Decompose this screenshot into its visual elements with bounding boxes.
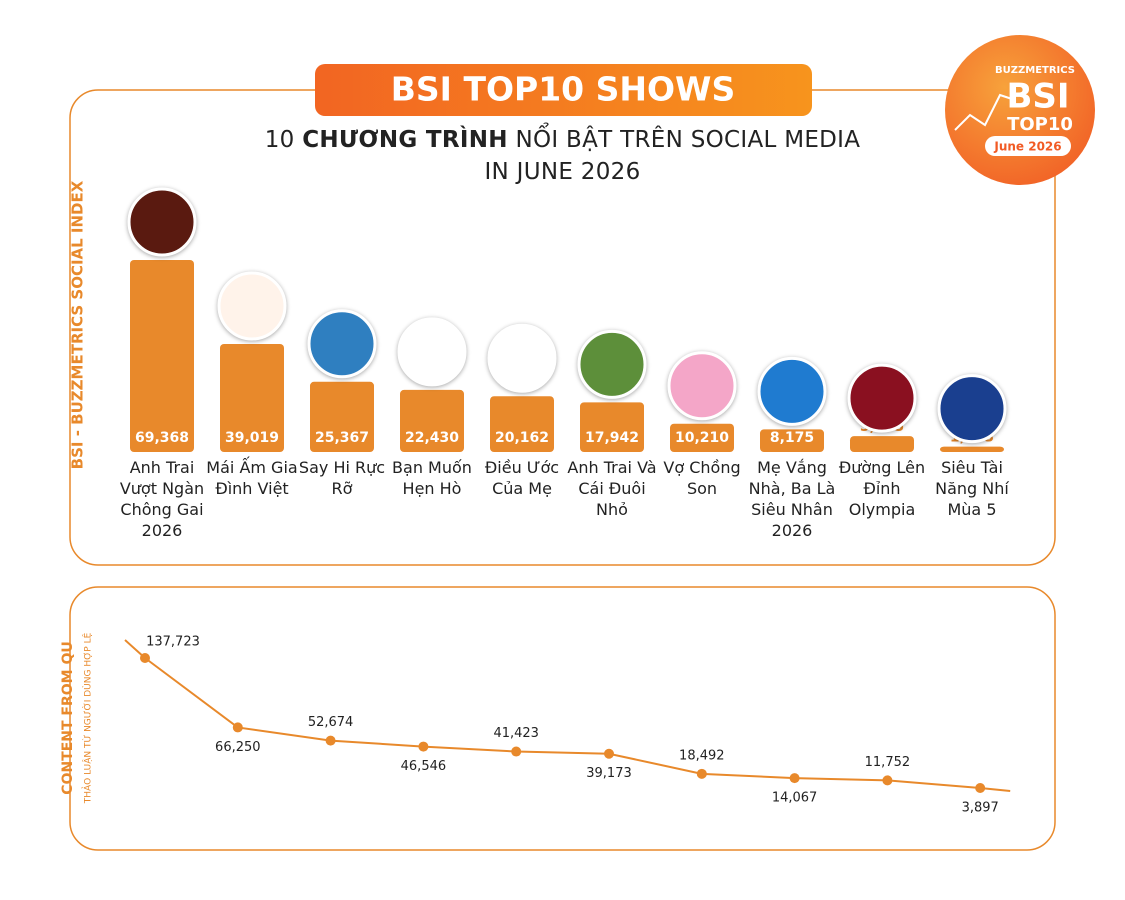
value-label: 20,162	[495, 430, 549, 446]
badge-name: BSI	[1006, 77, 1069, 117]
value-label: 41,423	[493, 726, 539, 741]
bar	[400, 389, 464, 452]
show-logo	[847, 363, 917, 433]
point	[232, 722, 243, 733]
value-label: 3,897	[962, 801, 999, 816]
value-label: 25,367	[315, 430, 369, 446]
subtitle-line2: IN JUNE 2026	[484, 159, 641, 185]
point	[604, 748, 614, 759]
bar	[310, 381, 374, 452]
y-axis-label: BSI - BUZZMETRICS SOCIAL INDEX	[69, 180, 87, 469]
bar	[850, 436, 914, 452]
show-logo	[397, 317, 467, 387]
point	[325, 735, 336, 746]
show-logo	[217, 271, 287, 341]
show-logo	[937, 374, 1007, 444]
line-tail	[980, 787, 1011, 792]
value-label: 39,173	[586, 766, 632, 781]
bar	[130, 260, 194, 452]
bar	[760, 429, 824, 452]
category-label: Điều Ước Của Mẹ	[484, 458, 560, 498]
line	[144, 657, 981, 789]
badge-brand: BUZZMETRICS	[995, 65, 1075, 76]
category-label: Đường Lên Đỉnh Olympia	[838, 458, 926, 519]
point	[418, 741, 429, 752]
value-label: 52,674	[308, 715, 354, 730]
value-label: 17,942	[585, 430, 639, 446]
bottom-panel	[69, 586, 1056, 851]
category-label: Vợ Chồng Son	[663, 458, 741, 498]
category-label: Bạn Muốn Hẹn Hò	[392, 458, 472, 498]
bar	[220, 344, 284, 452]
value-label: 18,492	[679, 748, 725, 763]
point	[975, 783, 986, 793]
show-logo	[127, 187, 197, 257]
category-label: Mẹ Vắng Nhà, Ba Là Siêu Nhân 2026	[748, 458, 836, 540]
point	[882, 775, 893, 786]
title-pill	[315, 64, 812, 116]
subtitle-part: CHƯƠNG TRÌNH	[302, 127, 508, 153]
point	[511, 746, 522, 757]
show-logo	[667, 351, 737, 421]
subtitle-part: 10	[264, 127, 295, 153]
category-label: Anh Trai Và Cái Đuôi Nhỏ	[567, 458, 657, 519]
value-label: 14,067	[772, 791, 818, 806]
badge-rank: TOP10	[1007, 114, 1073, 135]
y-axis-label: CONTENT FROM QU	[60, 641, 76, 794]
category-label: Mái Ấm Gia Đình Việt	[206, 458, 298, 498]
category-label: Anh Trai Vượt Ngàn Chông Gai 2026	[119, 458, 205, 540]
value-label: 46,546	[401, 759, 447, 774]
subtitle: 10 CHƯƠNG TRÌNH NỔI BẬT TRÊN SOCIAL MEDI…	[0, 127, 1125, 153]
show-logo	[577, 329, 647, 399]
value-label: 137,723	[146, 635, 200, 650]
category-label: Say Hi Rực Rỡ	[298, 458, 386, 498]
value-label: 8,175	[770, 430, 814, 446]
subtitle-part: NỔI BẬT TRÊN SOCIAL MEDIA	[515, 127, 861, 153]
point	[696, 768, 707, 779]
show-logo	[757, 356, 827, 426]
value-label: 66,250	[215, 740, 261, 755]
value-label: 10,210	[675, 430, 729, 446]
point	[789, 773, 800, 784]
value-label: 11,752	[865, 755, 911, 770]
value-label: 69,368	[135, 430, 189, 446]
bar	[670, 423, 734, 452]
bar	[580, 402, 644, 452]
badge-icon	[954, 93, 1016, 131]
show-logo	[487, 323, 557, 393]
show-logo	[307, 309, 377, 379]
badge-period-bg	[985, 136, 1071, 156]
bar	[940, 446, 1004, 452]
badge-period: June 2026	[993, 140, 1061, 154]
category-label: Siêu Tài Năng Nhí Mùa 5	[935, 458, 1009, 519]
value-label: 39,019	[225, 430, 279, 446]
y-axis-sublabel: THẢO LUẬN TỪ NGƯỜI DÙNG HỢP LỆ	[82, 632, 94, 804]
title: BSI TOP10 SHOWS	[391, 70, 735, 109]
point	[140, 653, 150, 663]
bar	[490, 396, 554, 452]
value-label: 22,430	[405, 430, 459, 446]
